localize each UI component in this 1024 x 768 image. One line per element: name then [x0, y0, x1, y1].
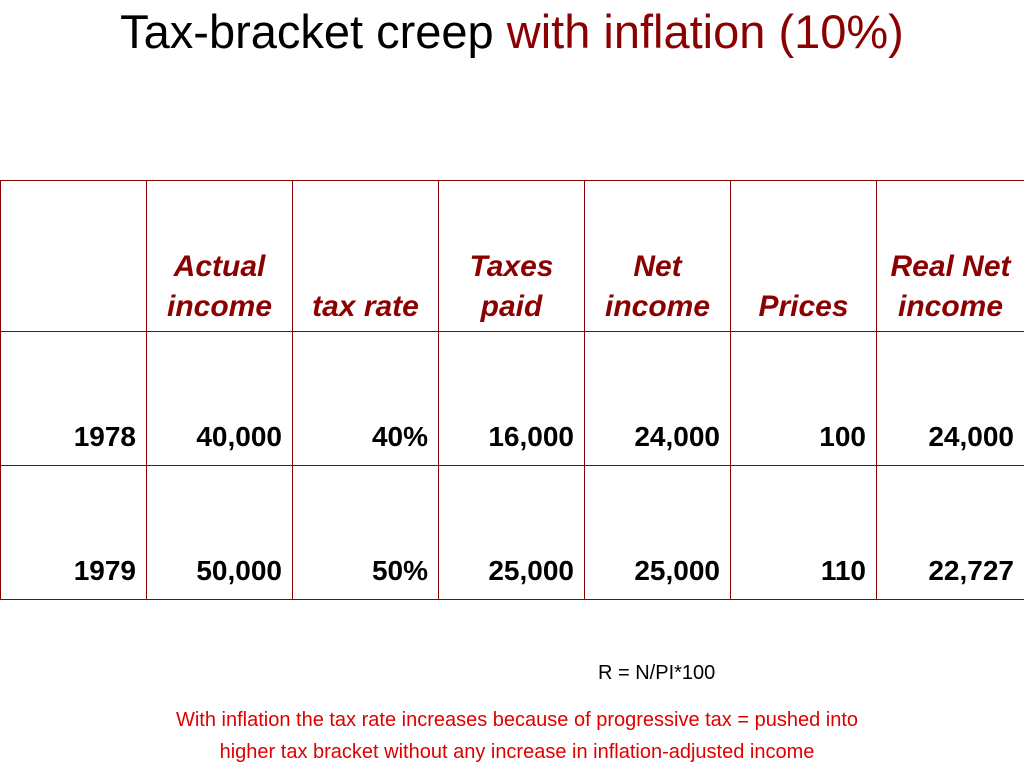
note-line-2: higher tax bracket without any increase … [219, 741, 815, 763]
cell-net-income: 25,000 [584, 465, 731, 600]
cell-prices: 110 [730, 465, 877, 600]
cell-real-net-income: 22,727 [876, 465, 1024, 600]
header-tax-rate: tax rate [292, 180, 439, 332]
cell-year: 1979 [0, 465, 147, 600]
table-header-row: Actual income tax rate Taxes paid Net in… [0, 180, 1024, 332]
cell-year: 1978 [0, 331, 147, 466]
table-row: 1979 50,000 50% 25,000 25,000 110 22,727 [0, 465, 1024, 600]
explanation-note: With inflation the tax rate increases be… [0, 704, 1024, 768]
header-taxes-paid: Taxes paid [438, 180, 585, 332]
header-actual-income: Actual income [146, 180, 293, 332]
cell-real-net-income: 24,000 [876, 331, 1024, 466]
slide-title: Tax-bracket creep with inflation (10%) [0, 2, 1024, 62]
cell-tax-rate: 40% [292, 331, 439, 466]
note-line-1: With inflation the tax rate increases be… [175, 709, 859, 731]
cell-tax-rate: 50% [292, 465, 439, 600]
table-row: 1978 40,000 40% 16,000 24,000 100 24,000 [0, 331, 1024, 466]
title-accent: with inflation (10%) [506, 5, 904, 58]
header-real-net-income: Real Net income [876, 180, 1024, 332]
header-net-income: Net income [584, 180, 731, 332]
cell-actual-income: 50,000 [146, 465, 293, 600]
cell-net-income: 24,000 [584, 331, 731, 466]
header-prices: Prices [730, 180, 877, 332]
title-main: Tax-bracket creep [120, 5, 507, 58]
formula-text: R = N/PI*100 [598, 662, 716, 684]
tax-table: Actual income tax rate Taxes paid Net in… [0, 180, 1024, 600]
header-year [0, 180, 147, 332]
cell-actual-income: 40,000 [146, 331, 293, 466]
cell-taxes-paid: 25,000 [438, 465, 585, 600]
cell-prices: 100 [730, 331, 877, 466]
cell-taxes-paid: 16,000 [438, 331, 585, 466]
